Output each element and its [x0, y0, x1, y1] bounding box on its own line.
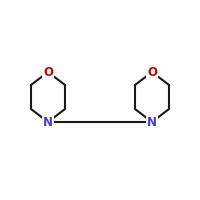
Text: N: N: [147, 116, 157, 129]
Text: O: O: [43, 66, 53, 78]
Text: N: N: [43, 116, 53, 129]
Text: O: O: [147, 66, 157, 78]
